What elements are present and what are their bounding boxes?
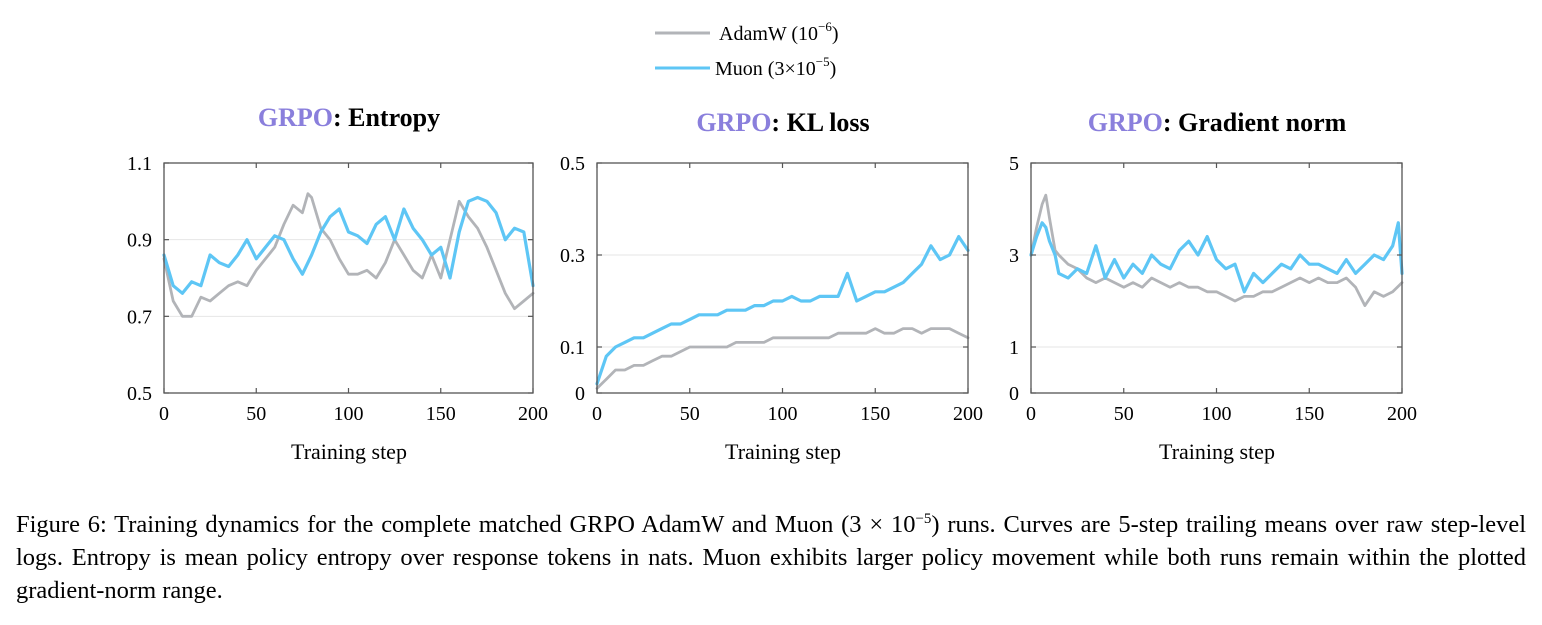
panel-entropy: GRPO: Entropy 0 50 100 150 200 0.5 0.7 0.9 1.1 T… <box>127 103 548 464</box>
y-tick-label: 1.1 <box>127 153 152 175</box>
y-tick-label: 0.5 <box>560 153 585 175</box>
plot-frame <box>596 162 969 394</box>
caption-rest: ) runs. Curves are 5-step trailing means… <box>16 511 1527 604</box>
series-line-muon <box>595 235 970 386</box>
y-tick-label: 0.1 <box>560 337 585 359</box>
plot-area: 0 50 100 150 200 0 0.1 0.3 0.5 <box>560 153 983 425</box>
panel-gradient-norm: GRPO: Gradient norm 0 50 100 150 200 0 1 3 5 Tra… <box>1009 108 1417 464</box>
x-tick-label: 200 <box>953 403 983 425</box>
x-axis-label: Training step <box>1159 439 1275 464</box>
x-axis-label: Training step <box>725 439 841 464</box>
plot-area: 0 50 100 150 200 0.5 0.7 0.9 1.1 <box>127 153 548 425</box>
x-tick-label: 0 <box>592 403 602 425</box>
y-tick-label: 1 <box>1009 337 1019 359</box>
y-tick-label: 0.5 <box>127 383 152 405</box>
panel-title: GRPO: KL loss <box>696 108 869 137</box>
x-tick-label: 150 <box>1294 403 1324 425</box>
y-tick-label: 3 <box>1009 245 1019 267</box>
panel-title: GRPO: Entropy <box>258 103 440 132</box>
figure: AdamW (10−6) Muon (3×10−5) GRPO: Entropy… <box>127 19 1417 464</box>
x-tick-label: 100 <box>768 403 798 425</box>
y-tick-label: 5 <box>1009 153 1019 175</box>
x-tick-label: 100 <box>334 403 364 425</box>
title-main: : KL loss <box>771 108 869 137</box>
plot-area: 0 50 100 150 200 0 1 3 5 <box>1009 153 1417 425</box>
title-prefix: GRPO <box>258 103 333 132</box>
figure-caption: Figure 6: Training dynamics for the comp… <box>16 508 1526 607</box>
series-line-muon <box>162 195 535 295</box>
x-tick-label: 0 <box>1026 403 1036 425</box>
series-line-adamw <box>162 192 535 318</box>
title-prefix: GRPO <box>696 108 771 137</box>
title-prefix: GRPO <box>1088 108 1163 137</box>
caption-sup: −5 <box>915 510 932 527</box>
series-line-adamw <box>1029 193 1404 308</box>
title-main: : Gradient norm <box>1163 108 1347 137</box>
y-tick-label: 0 <box>575 383 585 405</box>
title-main: : Entropy <box>333 103 440 132</box>
legend: AdamW (10−6) Muon (3×10−5) <box>655 19 839 80</box>
x-tick-label: 50 <box>680 403 700 425</box>
y-tick-label: 0 <box>1009 383 1019 405</box>
x-tick-label: 150 <box>426 403 456 425</box>
panel-kl-loss: GRPO: KL loss 0 50 100 150 200 0 0.1 0.3 0.5 Tra… <box>560 108 983 464</box>
legend-label-adamw: AdamW (10−6) <box>719 19 839 45</box>
y-tick-label: 0.7 <box>127 306 152 328</box>
panel-title: GRPO: Gradient norm <box>1088 108 1347 137</box>
caption-lead: Figure 6: Training dynamics for the comp… <box>16 511 916 538</box>
x-tick-label: 200 <box>518 403 548 425</box>
x-tick-label: 100 <box>1202 403 1232 425</box>
x-tick-label: 50 <box>1114 403 1134 425</box>
series-line-adamw <box>595 327 970 390</box>
x-tick-label: 150 <box>860 403 890 425</box>
y-tick-label: 0.9 <box>127 230 152 252</box>
x-axis-label: Training step <box>291 439 407 464</box>
x-tick-label: 0 <box>159 403 169 425</box>
legend-label-muon: Muon (3×10−5) <box>715 54 836 80</box>
series-line-muon <box>1029 221 1404 294</box>
x-tick-label: 200 <box>1387 403 1417 425</box>
y-tick-label: 0.3 <box>560 245 585 267</box>
x-tick-label: 50 <box>246 403 266 425</box>
